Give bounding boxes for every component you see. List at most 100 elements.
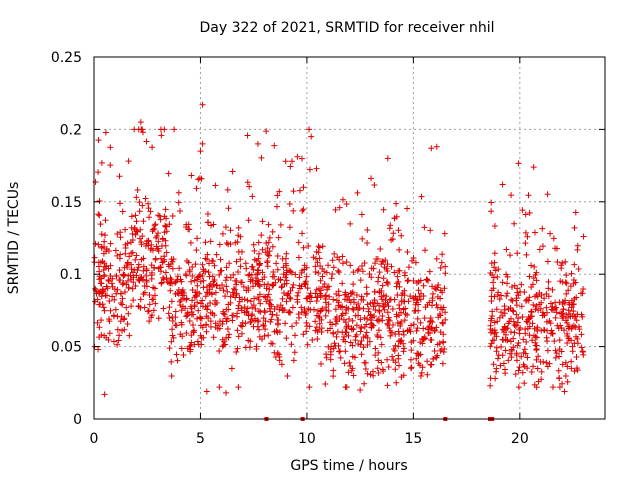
data-point xyxy=(553,309,560,316)
data-point xyxy=(261,293,268,300)
data-point xyxy=(251,247,258,254)
x-axis-label: GPS time / hours xyxy=(290,458,407,474)
data-point xyxy=(203,289,210,296)
data-point xyxy=(125,310,132,317)
data-point xyxy=(223,334,230,341)
data-point xyxy=(580,285,587,292)
data-point xyxy=(123,304,130,311)
data-point xyxy=(564,330,571,337)
data-point xyxy=(266,300,273,307)
data-point xyxy=(253,257,260,264)
data-point xyxy=(490,279,497,286)
data-point xyxy=(534,293,541,300)
y-tick-label: 0.2 xyxy=(60,122,82,138)
chart-title: Day 322 of 2021, SRMTID for receiver nhi… xyxy=(200,20,495,36)
data-point xyxy=(395,278,402,285)
data-point xyxy=(283,277,290,284)
data-point xyxy=(415,360,422,367)
data-point xyxy=(235,232,242,239)
data-point xyxy=(165,261,172,268)
data-point xyxy=(96,212,103,219)
data-point xyxy=(538,368,545,375)
data-point xyxy=(332,206,339,213)
data-point xyxy=(255,326,262,333)
data-point xyxy=(430,356,437,363)
data-point xyxy=(396,362,403,369)
data-point xyxy=(437,347,444,354)
data-point xyxy=(124,277,131,284)
data-point xyxy=(371,181,378,188)
data-point xyxy=(329,257,336,264)
data-point xyxy=(515,339,522,346)
data-point xyxy=(425,329,432,336)
data-point xyxy=(149,296,156,303)
data-point xyxy=(391,269,398,276)
data-point xyxy=(274,252,281,259)
data-point xyxy=(524,319,531,326)
data-point xyxy=(134,186,141,193)
data-point xyxy=(259,246,266,253)
data-point xyxy=(576,326,583,333)
data-point xyxy=(384,309,391,316)
data-point xyxy=(348,326,355,333)
data-point xyxy=(404,205,411,212)
data-point xyxy=(100,304,107,311)
data-point xyxy=(226,331,233,338)
data-point xyxy=(345,293,352,300)
data-point xyxy=(306,166,313,173)
data-point xyxy=(140,291,147,298)
data-point xyxy=(117,300,124,307)
data-point xyxy=(336,269,343,276)
data-point xyxy=(155,315,162,322)
data-point xyxy=(245,337,252,344)
data-point xyxy=(310,254,317,261)
data-point xyxy=(291,349,298,356)
data-point xyxy=(533,346,540,353)
data-point xyxy=(494,291,501,298)
data-point xyxy=(202,293,209,300)
data-point xyxy=(222,277,229,284)
data-point xyxy=(157,216,164,223)
data-point xyxy=(378,261,385,268)
data-point xyxy=(255,296,262,303)
data-point xyxy=(427,336,434,343)
data-point xyxy=(99,286,106,293)
data-point xyxy=(242,344,249,351)
data-point xyxy=(142,195,149,202)
data-point xyxy=(350,269,357,276)
data-point xyxy=(323,292,330,299)
data-point xyxy=(304,341,311,348)
data-point xyxy=(304,285,311,292)
data-point xyxy=(101,238,108,245)
data-point xyxy=(186,317,193,324)
data-point xyxy=(225,306,232,313)
data-point xyxy=(343,384,350,391)
data-point xyxy=(572,209,579,216)
data-point xyxy=(538,291,545,298)
data-point xyxy=(202,239,209,246)
data-point xyxy=(263,285,270,292)
data-point xyxy=(289,284,296,291)
data-point xyxy=(408,347,415,354)
data-point xyxy=(360,334,367,341)
data-point xyxy=(105,276,112,283)
data-point xyxy=(179,333,186,340)
data-point xyxy=(295,289,302,296)
data-point xyxy=(152,221,159,228)
data-point xyxy=(339,280,346,287)
data-point xyxy=(407,356,414,363)
data-point xyxy=(221,338,228,345)
data-point xyxy=(289,323,296,330)
data-point xyxy=(415,352,422,359)
data-point xyxy=(375,357,382,364)
y-tick-label: 0.15 xyxy=(51,195,82,211)
data-point xyxy=(220,287,227,294)
data-point xyxy=(510,308,517,315)
data-point xyxy=(442,316,449,323)
data-point xyxy=(264,257,271,264)
data-point xyxy=(335,342,342,349)
data-point xyxy=(166,279,173,286)
data-point xyxy=(233,258,240,265)
data-point xyxy=(553,304,560,311)
data-point xyxy=(151,222,158,229)
